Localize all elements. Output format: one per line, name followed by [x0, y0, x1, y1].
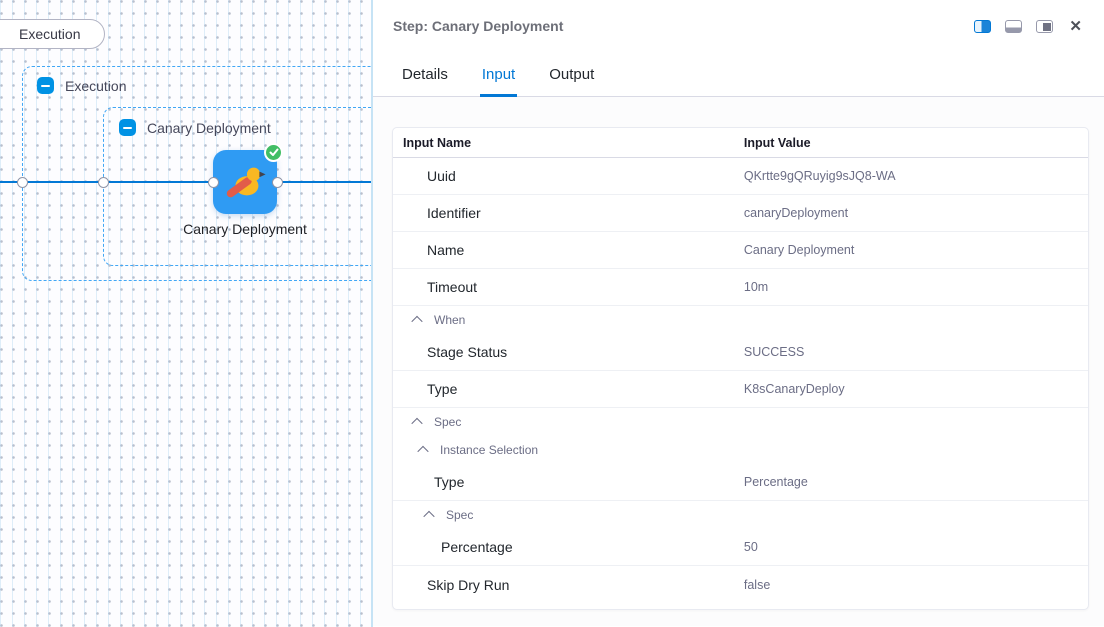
- group-row[interactable]: Spec: [393, 408, 1088, 436]
- input-name-cell: Percentage: [441, 539, 513, 555]
- input-name-cell: Name: [427, 242, 465, 258]
- table-row: Skip Dry Run false: [393, 566, 1088, 603]
- input-name-cell: Uuid: [427, 168, 456, 184]
- stage-tab-execution[interactable]: Execution: [0, 19, 106, 49]
- table-header-row: Input Name Input Value: [393, 128, 1088, 158]
- table-body: Uuid QKrtte9gQRuyig9sJQ8-WA Identifier cana…: [393, 158, 1088, 603]
- table-row: Type K8sCanaryDeploy: [393, 371, 1088, 408]
- group-row[interactable]: Instance Selection: [393, 436, 1088, 464]
- panel-layout-controls: ✕: [974, 17, 1084, 36]
- pipeline-connector-line: [0, 181, 371, 183]
- table-row: Percentage 50: [393, 529, 1088, 566]
- layout-split-right-icon[interactable]: [1036, 19, 1054, 33]
- group-label: When: [434, 313, 466, 327]
- input-name-cell: Stage Status: [427, 344, 508, 360]
- execution-group-header[interactable]: Execution: [37, 77, 126, 94]
- input-tab-content: Input Name Input Value Uuid QKrtte9gQRuyi…: [373, 97, 1104, 626]
- group-label: Instance Selection: [440, 443, 539, 457]
- pipeline-canvas[interactable]: Execution Execution Canary Deployment Ca…: [0, 0, 371, 627]
- input-value-cell: K8sCanaryDeploy: [743, 382, 845, 396]
- layout-split-bottom-icon[interactable]: [1005, 19, 1023, 33]
- collapse-minus-icon[interactable]: [119, 119, 136, 136]
- chevron-up-icon[interactable]: [411, 417, 423, 430]
- table-row: Name Canary Deployment: [393, 232, 1088, 269]
- input-value-cell: Percentage: [743, 475, 808, 489]
- input-name-cell: Skip Dry Run: [427, 576, 510, 593]
- panel-title: Step: Canary Deployment: [393, 18, 564, 34]
- step-details-panel: Step: Canary Deployment ✕ Details Input …: [371, 0, 1104, 627]
- input-name-cell: Type: [427, 381, 458, 397]
- stage-tab-label: Execution: [19, 26, 81, 42]
- input-value-header: Input Value: [743, 136, 811, 150]
- table-row: Type Percentage: [393, 464, 1088, 501]
- input-name-cell: Identifier: [427, 205, 481, 221]
- connector-port[interactable]: [271, 176, 283, 188]
- input-value-cell: false: [743, 577, 771, 592]
- panel-header: Step: Canary Deployment ✕: [373, 0, 1104, 52]
- panel-tabs: Details Input Output: [373, 52, 1104, 97]
- input-value-cell: QKrtte9gQRuyig9sJQ8-WA: [743, 169, 896, 183]
- group-label: Spec: [446, 508, 474, 522]
- group-label: Spec: [434, 415, 462, 429]
- chevron-up-icon[interactable]: [423, 510, 435, 523]
- node-label: Canary Deployment: [183, 221, 307, 237]
- table-row: Identifier canaryDeployment: [393, 195, 1088, 232]
- table-row: Uuid QKrtte9gQRuyig9sJQ8-WA: [393, 158, 1088, 195]
- input-value-cell: canaryDeployment: [743, 206, 849, 220]
- canary-bird-icon: [226, 167, 266, 198]
- canary-deployment-node[interactable]: [213, 143, 283, 214]
- tab-input[interactable]: Input: [479, 52, 518, 97]
- layout-split-left-icon[interactable]: [974, 19, 992, 33]
- input-name-header: Input Name: [403, 136, 472, 150]
- connector-port[interactable]: [16, 176, 28, 188]
- input-value-cell: Canary Deployment: [743, 243, 855, 257]
- tab-output[interactable]: Output: [549, 65, 595, 83]
- input-name-cell: Type: [434, 474, 465, 490]
- input-name-cell: Timeout: [427, 279, 478, 295]
- execution-group-label: Execution: [65, 77, 127, 94]
- input-value-cell: 10m: [743, 280, 769, 294]
- input-value-cell: 50: [743, 540, 758, 554]
- table-row: Stage Status SUCCESS: [393, 334, 1088, 371]
- connector-port[interactable]: [97, 176, 109, 188]
- tab-details[interactable]: Details: [402, 65, 448, 83]
- success-check-icon: [264, 143, 283, 162]
- chevron-up-icon[interactable]: [411, 315, 423, 328]
- table-row: Timeout 10m: [393, 269, 1088, 306]
- chevron-up-icon[interactable]: [417, 445, 429, 458]
- execution-group-container: [22, 66, 371, 281]
- input-value-cell: SUCCESS: [743, 345, 805, 359]
- close-icon[interactable]: ✕: [1069, 17, 1082, 35]
- input-table-card: Input Name Input Value Uuid QKrtte9gQRuyi…: [392, 127, 1089, 610]
- canary-group-label: Canary Deployment: [147, 119, 271, 136]
- connector-port[interactable]: [207, 176, 219, 188]
- canary-group-header[interactable]: Canary Deployment: [119, 119, 271, 136]
- group-row[interactable]: When: [393, 306, 1088, 334]
- group-row[interactable]: Spec: [393, 501, 1088, 529]
- collapse-minus-icon[interactable]: [37, 77, 54, 94]
